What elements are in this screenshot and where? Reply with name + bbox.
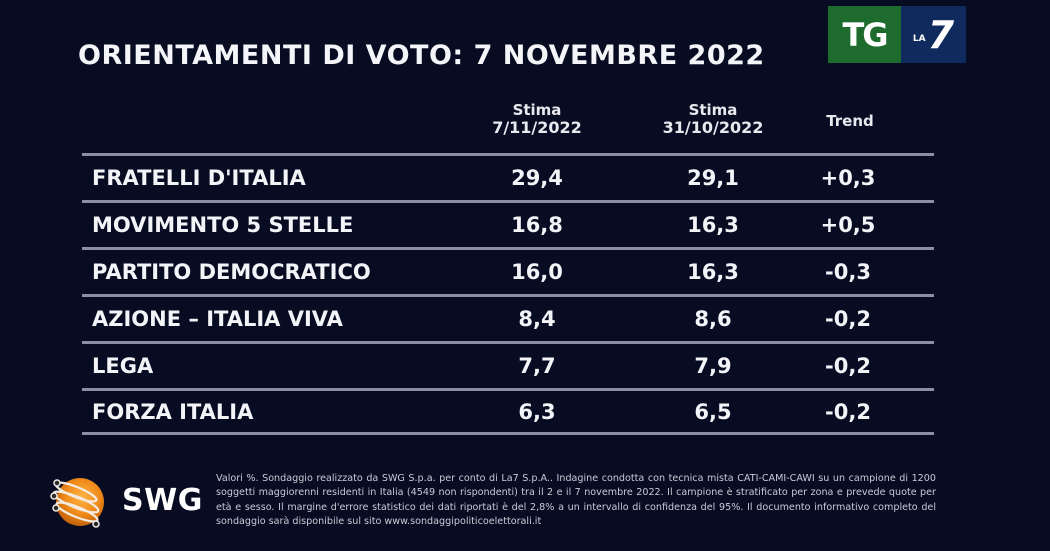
table-row: AZIONE – ITALIA VIVA 8,4 8,6 -0,2 — [82, 294, 934, 341]
stima-current: 6,3 — [518, 399, 556, 424]
la7-logo-mark: LA 7 — [901, 6, 966, 63]
stima-previous: 16,3 — [687, 213, 739, 237]
methodology-footnote: Valori %. Sondaggio realizzato da SWG S.… — [216, 473, 936, 528]
column-header-line2: 31/10/2022 — [662, 118, 764, 137]
stima-previous: 16,3 — [687, 260, 739, 284]
swg-logo: SWG — [38, 466, 208, 536]
stima-current: 16,0 — [511, 260, 563, 284]
column-header-trend: Trend — [790, 112, 910, 130]
swg-globe-icon — [50, 478, 104, 528]
table-row: FRATELLI D'ITALIA 29,4 29,1 +0,3 — [82, 153, 934, 200]
page-title: ORIENTAMENTI DI VOTO: 7 NOVEMBRE 2022 — [78, 40, 765, 71]
party-name: LEGA — [92, 354, 154, 378]
stima-current: 16,8 — [511, 213, 563, 237]
stima-previous: 7,9 — [694, 354, 732, 378]
stima-previous: 29,1 — [687, 166, 739, 190]
trend-value: +0,5 — [820, 213, 876, 237]
trend-value: -0,3 — [825, 260, 871, 284]
la7-la-text: LA — [912, 33, 926, 44]
table-row: MOVIMENTO 5 STELLE 16,8 16,3 +0,5 — [82, 200, 934, 247]
party-name: FRATELLI D'ITALIA — [92, 166, 306, 190]
table-row: FORZA ITALIA 6,3 6,5 -0,2 — [82, 388, 934, 435]
trend-value: -0,2 — [825, 354, 871, 378]
column-header-stima-31-10: Stima 31/10/2022 — [648, 101, 778, 137]
party-name: FORZA ITALIA — [92, 399, 254, 424]
column-header-stima-7-11: Stima 7/11/2022 — [472, 101, 602, 137]
la7-seven-text: 7 — [927, 12, 955, 57]
column-header-line2: 7/11/2022 — [492, 118, 582, 137]
column-header-line1: Stima — [688, 101, 738, 119]
stima-current: 8,4 — [518, 307, 556, 331]
tg-logo-mark: TG — [828, 6, 901, 63]
stima-current: 7,7 — [518, 354, 556, 378]
column-header-line1: Stima — [512, 101, 562, 119]
column-header-line1: Trend — [826, 112, 874, 130]
table-row: PARTITO DEMOCRATICO 16,0 16,3 -0,3 — [82, 247, 934, 294]
trend-value: -0,2 — [825, 399, 871, 424]
poll-table: FRATELLI D'ITALIA 29,4 29,1 +0,3 MOVIMEN… — [82, 153, 934, 435]
swg-logo-text: SWG — [122, 483, 203, 518]
party-name: PARTITO DEMOCRATICO — [92, 260, 371, 284]
party-name: AZIONE – ITALIA VIVA — [92, 307, 343, 331]
stima-current: 29,4 — [511, 166, 563, 190]
stima-previous: 6,5 — [694, 399, 732, 424]
table-row: LEGA 7,7 7,9 -0,2 — [82, 341, 934, 388]
stima-previous: 8,6 — [694, 307, 732, 331]
trend-value: +0,3 — [820, 166, 876, 190]
party-name: MOVIMENTO 5 STELLE — [92, 213, 354, 237]
tg-la7-logo: TG LA 7 — [828, 6, 966, 63]
trend-value: -0,2 — [825, 307, 871, 331]
